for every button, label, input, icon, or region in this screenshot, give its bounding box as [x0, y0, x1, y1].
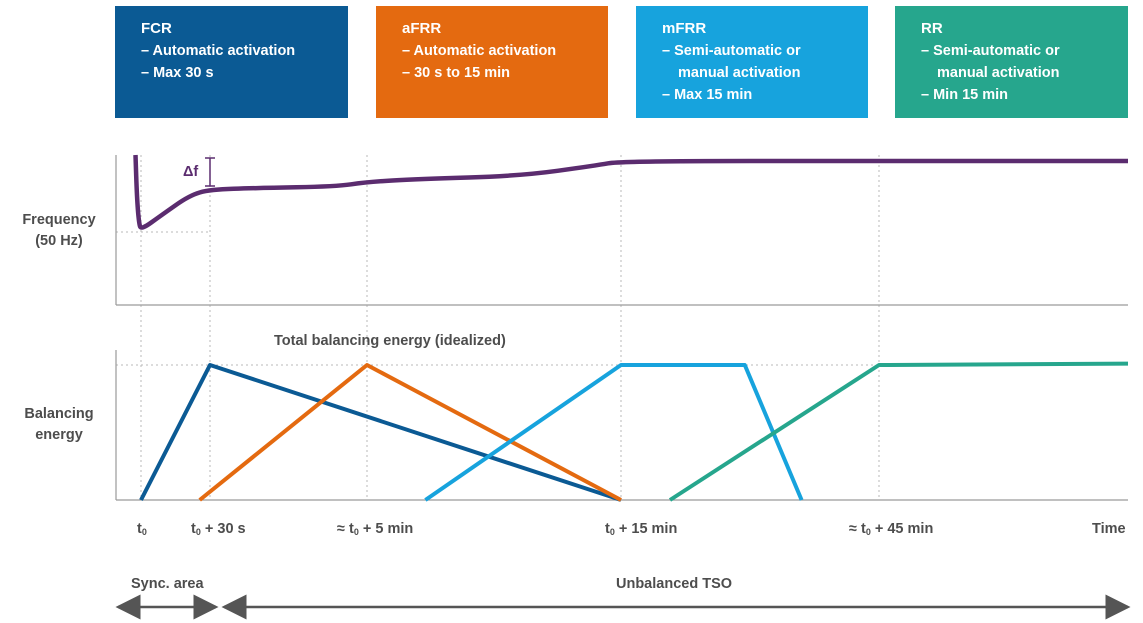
afrr-line-2: – 30 s to 15 min	[402, 65, 510, 81]
x-tick-label: ≈ t0 + 45 min	[849, 521, 934, 537]
axes	[115, 155, 1128, 501]
balancing-label-line-2: energy	[35, 427, 83, 443]
rr-line-1: – Semi-automatic or	[921, 43, 1060, 59]
frequency-label-line-1: Frequency	[22, 212, 96, 228]
rr-series-line	[668, 361, 1129, 502]
fcr-line-1: – Automatic activation	[141, 43, 296, 59]
x-tick-label: ≈ t0 + 5 min	[337, 521, 414, 537]
balancing-label-line-1: Balancing	[24, 406, 94, 422]
balancing-axis-label: Balancing energy	[14, 404, 104, 446]
x-tick-label: t0 + 30 s	[191, 521, 246, 537]
mfrr-line-1: – Semi-automatic or	[662, 43, 801, 59]
afrr-box: aFRR – Automatic activation – 30 s to 15…	[376, 6, 608, 118]
mfrr-box: mFRR – Semi-automatic or manual activati…	[636, 6, 868, 118]
frequency-axis-label: Frequency (50 Hz)	[14, 210, 104, 252]
fcr-title: FCR	[141, 20, 172, 37]
rr-line-3: – Min 15 min	[921, 87, 1009, 103]
x-tick-label: t0 + 15 min	[605, 521, 678, 537]
afrr-series-line	[198, 363, 622, 502]
sync-area-label: Sync. area	[131, 576, 204, 592]
mfrr-series-line	[424, 363, 804, 502]
afrr-title: aFRR	[402, 20, 442, 37]
rr-title: RR	[921, 20, 943, 37]
fcr-series-line	[139, 363, 622, 502]
fcr-box: FCR – Automatic activation – Max 30 s	[115, 6, 348, 118]
mfrr-line-3: – Max 15 min	[662, 87, 753, 103]
delta-f-label: Δf	[183, 164, 199, 180]
frequency-label-line-2: (50 Hz)	[35, 233, 83, 249]
x-tick-label: t0	[137, 521, 147, 537]
x-tick-label: Time	[1092, 521, 1126, 537]
afrr-line-1: – Automatic activation	[402, 43, 557, 59]
frequency-series-line	[133, 154, 1128, 230]
unbalanced-tso-label: Unbalanced TSO	[616, 576, 733, 592]
fcr-line-2: – Max 30 s	[141, 65, 214, 81]
mfrr-title: mFRR	[662, 20, 707, 37]
gridlines	[116, 155, 880, 500]
total-balancing-label: Total balancing energy (idealized)	[274, 333, 506, 349]
rr-box: RR – Semi-automatic or manual activation…	[895, 6, 1128, 118]
rr-line-2: manual activation	[937, 65, 1060, 81]
series	[133, 154, 1129, 502]
mfrr-line-2: manual activation	[678, 65, 801, 81]
